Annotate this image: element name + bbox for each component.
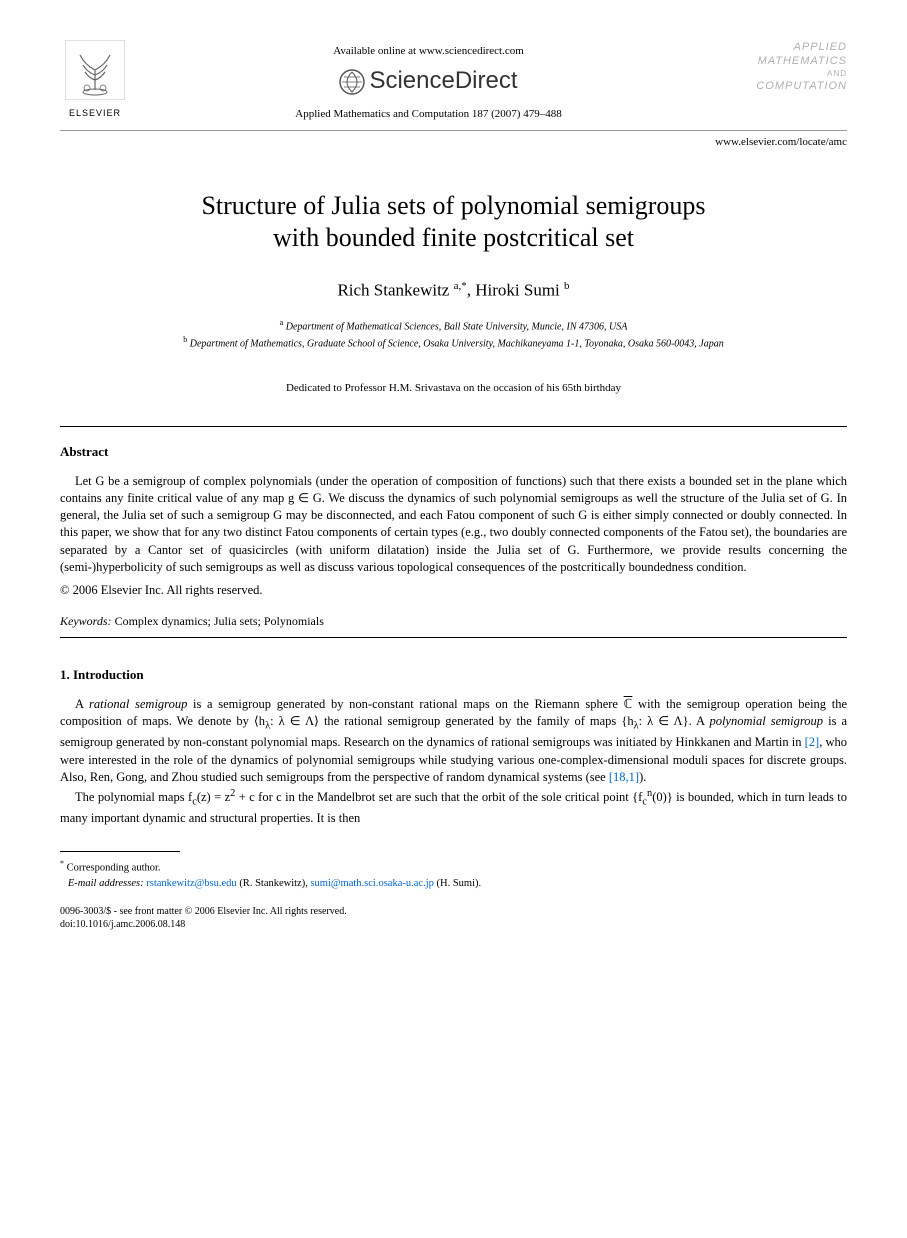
authors: Rich Stankewitz a,*, Hiroki Sumi b <box>60 279 847 303</box>
journal-reference: Applied Mathematics and Computation 187 … <box>130 107 727 122</box>
journal-logo-line4: COMPUTATION <box>727 79 847 93</box>
sciencedirect-icon <box>339 69 365 95</box>
footnote-rule <box>60 851 180 852</box>
elsevier-tree-icon <box>65 40 125 100</box>
center-header: Available online at www.sciencedirect.co… <box>130 40 727 122</box>
keywords-rule <box>60 637 847 638</box>
intro-paragraph-2: The polynomial maps fc(z) = z2 + c for c… <box>60 787 847 828</box>
aff-a-text: Department of Mathematical Sciences, Bal… <box>283 321 627 332</box>
section-1-heading: 1. Introduction <box>60 666 847 684</box>
email-addresses: E-mail addresses: rstankewitz@bsu.edu (R… <box>60 877 847 892</box>
section-1-body: A rational semigroup is a semigroup gene… <box>60 696 847 828</box>
abstract-paragraph: Let G be a semigroup of complex polynomi… <box>60 473 847 577</box>
keywords-text: Complex dynamics; Julia sets; Polynomial… <box>112 614 324 628</box>
elsevier-label: ELSEVIER <box>60 107 130 119</box>
doi-line: doi:10.1016/j.amc.2006.08.148 <box>60 918 847 931</box>
affiliation-a: a Department of Mathematical Sciences, B… <box>60 317 847 334</box>
author-2-sup: b <box>564 280 570 292</box>
email-1-name: (R. Stankewitz), <box>237 878 311 889</box>
abstract-rule <box>60 426 847 427</box>
keywords-label: Keywords: <box>60 614 112 628</box>
abstract-body: Let G be a semigroup of complex polynomi… <box>60 473 847 577</box>
locate-url[interactable]: www.elsevier.com/locate/amc <box>60 130 847 150</box>
email-link-2[interactable]: sumi@math.sci.osaka-u.ac.jp <box>310 878 433 889</box>
ref-link-2[interactable]: [2] <box>805 735 820 749</box>
affiliation-b: b Department of Mathematics, Graduate Sc… <box>60 334 847 351</box>
title-line2: with bounded finite postcritical set <box>273 223 634 252</box>
elsevier-logo: ELSEVIER <box>60 40 130 119</box>
front-matter-line: 0096-3003/$ - see front matter © 2006 El… <box>60 905 847 918</box>
journal-logo-line3: AND <box>727 69 847 79</box>
ref-link-18-1[interactable]: [18,1] <box>609 770 639 784</box>
available-online-text: Available online at www.sciencedirect.co… <box>130 44 727 59</box>
footnotes: * Corresponding author. E-mail addresses… <box>60 858 847 891</box>
copyright-line: © 2006 Elsevier Inc. All rights reserved… <box>60 582 847 599</box>
header-bar: ELSEVIER Available online at www.science… <box>60 40 847 122</box>
article-title: Structure of Julia sets of polynomial se… <box>60 190 847 255</box>
journal-logo-line2: MATHEMATICS <box>727 54 847 68</box>
author-sep: , <box>467 281 476 300</box>
sciencedirect-text: ScienceDirect <box>369 67 517 94</box>
email-2-name: (H. Sumi). <box>434 878 481 889</box>
sciencedirect-logo: ScienceDirect <box>130 65 727 97</box>
intro-paragraph-1: A rational semigroup is a semigroup gene… <box>60 696 847 787</box>
author-2-name: Hiroki Sumi <box>475 281 564 300</box>
author-1-name: Rich Stankewitz <box>337 281 453 300</box>
journal-logo: APPLIED MATHEMATICS AND COMPUTATION <box>727 40 847 93</box>
title-line1: Structure of Julia sets of polynomial se… <box>201 191 705 220</box>
author-1-sup: a,* <box>454 280 467 292</box>
affiliations: a Department of Mathematical Sciences, B… <box>60 317 847 352</box>
abstract-heading: Abstract <box>60 443 847 461</box>
corr-label: Corresponding author. <box>64 863 161 874</box>
corresponding-author: * Corresponding author. <box>60 858 847 876</box>
email-label: E-mail addresses: <box>68 878 144 889</box>
aff-b-text: Department of Mathematics, Graduate Scho… <box>187 338 723 349</box>
bottom-info: 0096-3003/$ - see front matter © 2006 El… <box>60 905 847 931</box>
journal-logo-line1: APPLIED <box>727 40 847 54</box>
email-link-1[interactable]: rstankewitz@bsu.edu <box>146 878 236 889</box>
dedication: Dedicated to Professor H.M. Srivastava o… <box>60 381 847 396</box>
keywords: Keywords: Complex dynamics; Julia sets; … <box>60 613 847 629</box>
